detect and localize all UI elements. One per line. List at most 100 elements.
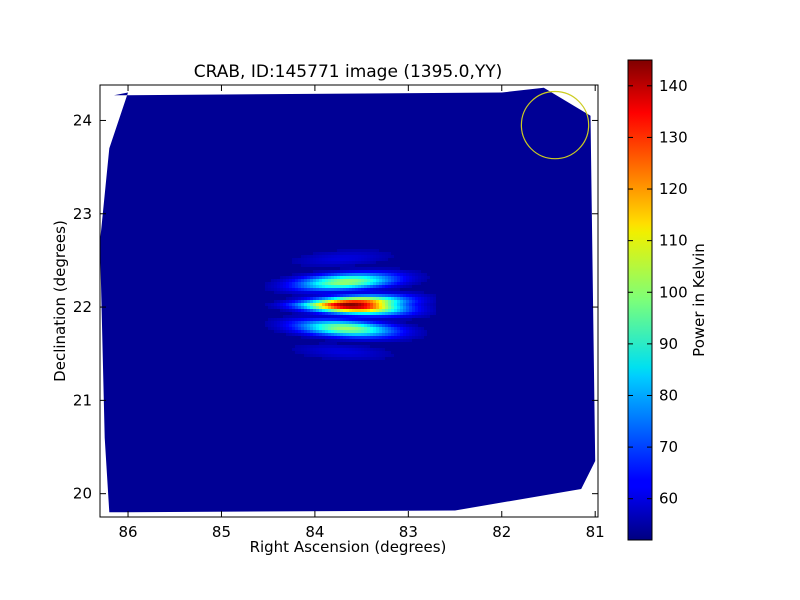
heatmap-cell (388, 285, 391, 288)
heatmap-cell (337, 318, 340, 321)
heatmap-cell (334, 285, 337, 288)
heatmap-cell (373, 321, 376, 324)
heatmap-cell (328, 357, 331, 360)
heatmap-cell (277, 279, 280, 282)
heatmap-cell (358, 318, 361, 321)
heatmap-cell (334, 330, 337, 333)
heatmap-cell (385, 276, 388, 279)
heatmap-cell (316, 345, 319, 348)
heatmap-cell (388, 297, 391, 300)
heatmap-cell (298, 318, 301, 321)
heatmap-cell (301, 306, 304, 309)
heatmap-cell (325, 270, 328, 273)
heatmap-cell (421, 297, 424, 300)
heatmap-cell (427, 303, 430, 306)
heatmap-cell (274, 303, 277, 306)
heatmap-cell (313, 294, 316, 297)
heatmap-cell (358, 306, 361, 309)
heatmap-cell (304, 351, 307, 354)
heatmap-cell (406, 309, 409, 312)
heatmap-cell (391, 309, 394, 312)
heatmap-cell (340, 285, 343, 288)
heatmap-cell (343, 276, 346, 279)
heatmap-cell (352, 276, 355, 279)
heatmap-cell (271, 303, 274, 306)
heatmap-cell (382, 294, 385, 297)
heatmap-cell (331, 324, 334, 327)
heatmap-cell (391, 270, 394, 273)
heatmap-cell (358, 333, 361, 336)
heatmap-cell (394, 315, 397, 318)
heatmap-cell (343, 336, 346, 339)
heatmap-cell (319, 252, 322, 255)
heatmap-cell (382, 252, 385, 255)
heatmap-cell (409, 339, 412, 342)
heatmap-cell (337, 291, 340, 294)
heatmap-cell (358, 357, 361, 360)
heatmap-cell (349, 291, 352, 294)
heatmap-cell (304, 336, 307, 339)
heatmap-cell (304, 264, 307, 267)
heatmap-cell (370, 315, 373, 318)
heatmap-cell (373, 297, 376, 300)
heatmap-cell (343, 339, 346, 342)
heatmap-cell (313, 288, 316, 291)
heatmap-cell (325, 321, 328, 324)
heatmap-cell (370, 267, 373, 270)
heatmap-cell (346, 306, 349, 309)
heatmap-cell (421, 333, 424, 336)
heatmap-cell (304, 300, 307, 303)
heatmap-cell (325, 261, 328, 264)
heatmap-cell (355, 261, 358, 264)
heatmap-cell (310, 324, 313, 327)
heatmap-cell (382, 309, 385, 312)
heatmap-cell (307, 345, 310, 348)
heatmap-cell (280, 291, 283, 294)
heatmap-cell (340, 339, 343, 342)
heatmap-cell (418, 306, 421, 309)
heatmap-cell (298, 312, 301, 315)
heatmap-cell (391, 315, 394, 318)
heatmap-cell (322, 270, 325, 273)
heatmap-cell (340, 297, 343, 300)
heatmap-cell (292, 330, 295, 333)
heatmap-cell (304, 285, 307, 288)
heatmap-cell (301, 294, 304, 297)
source-emission (265, 249, 436, 360)
heatmap-cell (313, 270, 316, 273)
heatmap-cell (304, 258, 307, 261)
heatmap-cell (358, 324, 361, 327)
heatmap-cell (334, 276, 337, 279)
heatmap-cell (310, 288, 313, 291)
heatmap-cell (274, 285, 277, 288)
heatmap-cell (346, 261, 349, 264)
heatmap-cell (394, 300, 397, 303)
heatmap-cell (337, 333, 340, 336)
heatmap-cell (331, 351, 334, 354)
heatmap-cell (379, 285, 382, 288)
heatmap-cell (319, 258, 322, 261)
heatmap-cell (286, 321, 289, 324)
heatmap-cell (322, 297, 325, 300)
heatmap-cell (274, 282, 277, 285)
heatmap-cell (352, 330, 355, 333)
heatmap-cell (391, 327, 394, 330)
heatmap-cell (343, 330, 346, 333)
heatmap-cell (361, 249, 364, 252)
heatmap-cell (301, 258, 304, 261)
heatmap-cell (433, 300, 436, 303)
heatmap-cell (352, 357, 355, 360)
heatmap-cell (301, 297, 304, 300)
heatmap-cell (361, 300, 364, 303)
heatmap-cell (343, 264, 346, 267)
heatmap-cell (340, 264, 343, 267)
heatmap-cell (310, 273, 313, 276)
heatmap-cell (307, 303, 310, 306)
heatmap-cell (403, 327, 406, 330)
heatmap-cell (298, 285, 301, 288)
heatmap-cell (373, 276, 376, 279)
heatmap-cell (301, 288, 304, 291)
heatmap-cell (334, 258, 337, 261)
heatmap-cell (331, 300, 334, 303)
heatmap-cell (358, 270, 361, 273)
